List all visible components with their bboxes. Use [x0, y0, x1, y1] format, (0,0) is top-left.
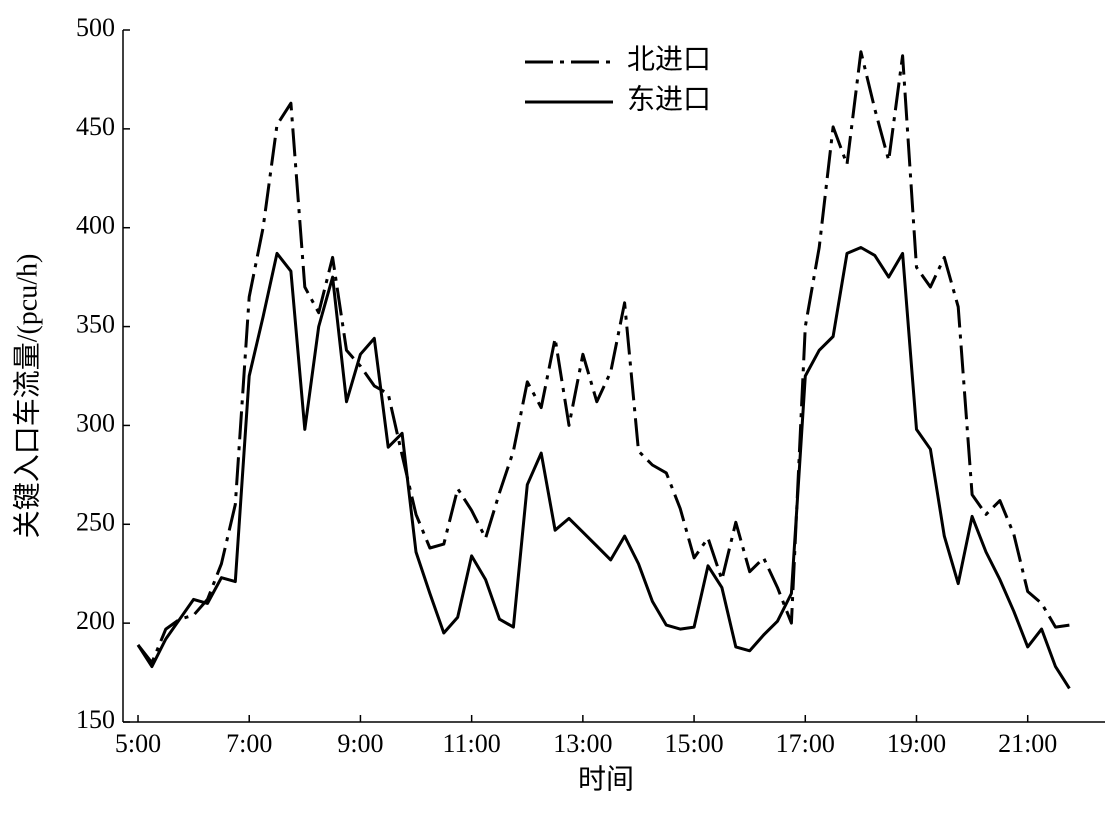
x-axis-label: 时间: [578, 763, 634, 795]
y-tick-label: 150: [76, 705, 115, 734]
y-tick-label: 450: [76, 112, 115, 141]
y-tick-label: 200: [76, 606, 115, 635]
x-tick-label: 15:00: [664, 729, 723, 758]
series-line: [136, 50, 1070, 665]
legend-label: 东进口: [627, 83, 711, 115]
x-tick-label: 5:00: [115, 729, 161, 758]
y-tick-label: 300: [76, 408, 115, 437]
y-tick-label: 400: [76, 211, 115, 240]
x-tick-label: 9:00: [337, 729, 383, 758]
series-line: [136, 246, 1071, 690]
legend-label: 北进口: [627, 44, 711, 75]
y-axis-label: 关键入口车流量/(pcu/h): [11, 254, 43, 539]
x-tick-label: 11:00: [443, 729, 501, 758]
y-tick-label: 250: [76, 507, 115, 536]
x-tick-label: 21:00: [998, 729, 1057, 758]
y-tick-label: 500: [76, 13, 115, 42]
x-tick-label: 13:00: [553, 729, 612, 758]
x-tick-label: 19:00: [887, 729, 946, 758]
x-tick-label: 7:00: [226, 729, 272, 758]
y-tick-label: 350: [76, 310, 115, 339]
x-tick-label: 17:00: [776, 729, 835, 758]
